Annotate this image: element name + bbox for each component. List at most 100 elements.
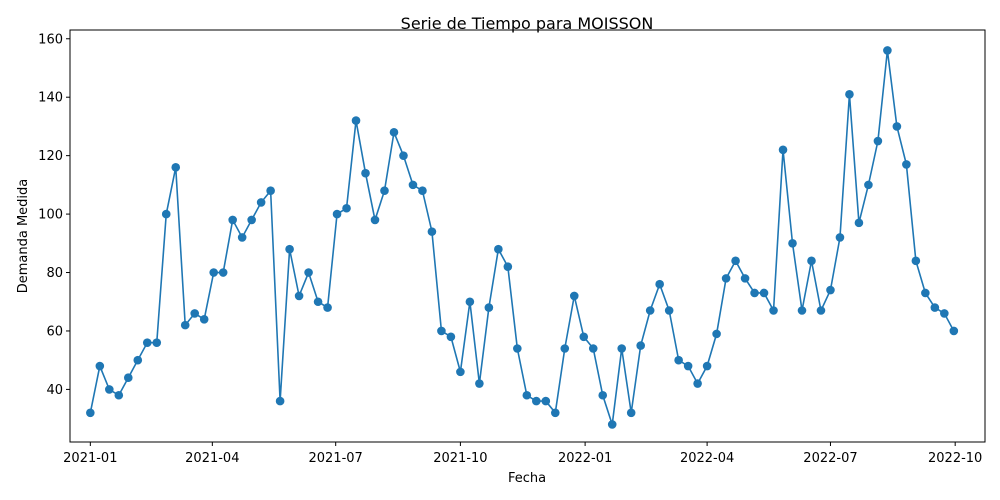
data-point xyxy=(285,244,294,254)
data-point xyxy=(807,256,816,266)
data-point xyxy=(731,256,740,266)
data-point xyxy=(664,306,674,315)
y-tick-label: 80 xyxy=(46,266,63,281)
data-point xyxy=(380,186,389,196)
data-point xyxy=(550,408,560,418)
data-point xyxy=(342,203,351,213)
data-point xyxy=(370,215,380,225)
data-point xyxy=(503,262,513,271)
y-axis: 40 60 80 100 120 140 160 xyxy=(38,32,70,398)
data-point xyxy=(190,309,200,318)
data-point xyxy=(237,233,247,242)
data-point xyxy=(152,338,162,347)
data-point xyxy=(199,314,209,324)
data-point xyxy=(142,338,152,347)
data-point xyxy=(949,326,959,336)
x-tick-label: 2022-10 xyxy=(928,451,982,466)
data-point xyxy=(361,168,370,178)
data-point xyxy=(940,309,949,318)
data-point xyxy=(655,279,664,289)
x-axis-title: Fecha xyxy=(508,471,546,486)
x-tick-label: 2022-04 xyxy=(680,451,734,466)
data-point xyxy=(626,408,636,418)
x-tick-label: 2021-10 xyxy=(433,451,487,466)
data-point xyxy=(921,288,930,298)
data-point xyxy=(569,291,579,301)
data-point xyxy=(911,256,921,266)
data-point xyxy=(437,326,446,336)
data-point xyxy=(427,227,437,236)
data-point xyxy=(456,367,465,377)
data-point xyxy=(209,268,218,277)
data-point xyxy=(228,215,237,225)
data-point xyxy=(171,163,181,172)
x-tick-label: 2021-07 xyxy=(309,451,363,466)
data-point xyxy=(797,306,807,315)
data-point xyxy=(826,285,835,295)
data-point xyxy=(494,244,503,254)
data-point xyxy=(123,373,133,383)
data-point xyxy=(759,288,769,298)
data-point xyxy=(778,145,788,155)
data-point xyxy=(541,396,551,406)
x-axis: 2021-01 2021-04 2021-07 2021-10 2022-01 2022-… xyxy=(63,442,982,466)
y-tick-label: 60 xyxy=(46,324,63,339)
x-tick-label: 2022-01 xyxy=(558,451,612,466)
data-point xyxy=(560,344,570,353)
data-point xyxy=(513,344,522,353)
data-point xyxy=(835,233,845,242)
data-point xyxy=(399,151,408,160)
axes-frame xyxy=(69,29,986,443)
series-line xyxy=(89,50,955,425)
data-point xyxy=(702,361,712,371)
data-point xyxy=(484,303,494,312)
data-point xyxy=(86,408,95,418)
data-point xyxy=(845,89,854,99)
data-point xyxy=(105,385,114,394)
y-tick-label: 40 xyxy=(46,383,63,398)
data-point xyxy=(892,122,902,131)
x-tick-label: 2021-01 xyxy=(63,451,117,466)
y-tick-label: 140 xyxy=(38,91,63,106)
data-point xyxy=(351,116,361,125)
data-point xyxy=(636,341,645,350)
data-point xyxy=(579,332,589,342)
y-axis-title: Demanda Medida xyxy=(16,179,31,294)
y-tick-label: 120 xyxy=(38,149,63,164)
data-point xyxy=(854,218,864,228)
data-point xyxy=(750,288,759,298)
data-point xyxy=(532,396,541,406)
data-point xyxy=(418,186,427,196)
data-point xyxy=(769,306,778,315)
data-point xyxy=(332,209,342,219)
data-point xyxy=(617,344,627,353)
data-point xyxy=(902,160,911,169)
data-point xyxy=(266,186,275,196)
data-point xyxy=(674,355,683,365)
data-point xyxy=(465,297,475,307)
data-point xyxy=(114,390,124,400)
data-point xyxy=(389,127,399,137)
data-point xyxy=(323,303,332,312)
data-point xyxy=(683,361,693,371)
data-point xyxy=(693,379,702,388)
data-point xyxy=(275,396,285,406)
data-point xyxy=(313,297,323,307)
data-point xyxy=(930,303,940,312)
data-point xyxy=(180,320,190,330)
plot-area xyxy=(86,46,959,429)
data-point xyxy=(256,198,266,207)
data-point xyxy=(446,332,456,342)
data-point xyxy=(522,390,532,400)
y-tick-label: 100 xyxy=(38,208,63,223)
data-point xyxy=(475,379,484,388)
y-tick-label: 160 xyxy=(38,32,63,47)
data-point xyxy=(645,306,655,315)
data-point xyxy=(247,215,256,225)
chart-title: Serie de Tiempo para MOISSON xyxy=(401,14,654,33)
data-point xyxy=(294,291,304,301)
data-point xyxy=(588,344,598,353)
x-tick-label: 2021-04 xyxy=(185,451,239,466)
data-point xyxy=(133,355,143,365)
